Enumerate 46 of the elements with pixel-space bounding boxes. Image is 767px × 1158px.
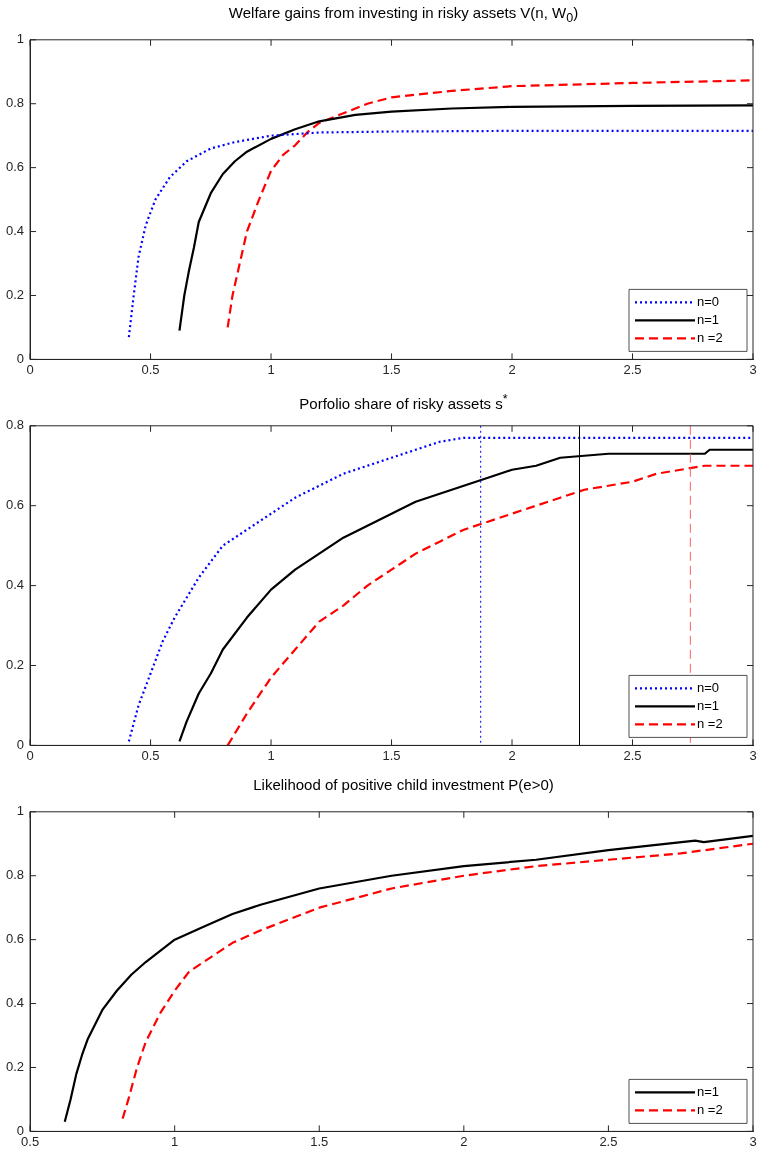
y-tick-label: 0: [16, 1122, 25, 1138]
y-tick-label: 0.6: [5, 931, 25, 947]
y-tick-label: 0.8: [5, 417, 25, 433]
legend-label: n=1: [697, 1083, 720, 1099]
x-tick-label: 2.5: [623, 361, 642, 377]
x-tick-label: 2: [508, 747, 516, 763]
x-tick-label: 0.5: [141, 747, 160, 763]
legend-label: n=0: [697, 679, 720, 695]
x-tick-label: 1.5: [310, 1133, 329, 1149]
legend-label: n =2: [697, 329, 723, 345]
x-tick-label: 2: [508, 361, 516, 377]
legend-label: n=1: [697, 311, 720, 327]
x-tick-label: 1.5: [382, 361, 401, 377]
y-tick-label: 0.4: [5, 577, 25, 593]
x-tick-label: 2.5: [623, 747, 642, 763]
chart-title: Likelihood of positive child investment P(e>0): [252, 775, 555, 795]
x-tick-label: 2.5: [599, 1133, 618, 1149]
y-tick-label: 0: [16, 350, 25, 366]
legend-label: n=1: [697, 697, 720, 713]
y-tick-label: 1: [16, 803, 25, 819]
y-tick-label: 0.6: [5, 497, 25, 513]
chart-title: Porfolio share of risky assets s$^{*}$: [298, 391, 509, 412]
x-tick-label: 3: [749, 747, 757, 763]
chart-title: Welfare gains from investing in risky assets V(n, W$_{0}$): [227, 3, 580, 26]
x-tick-label: 1: [267, 747, 275, 763]
y-tick-label: 0.8: [5, 95, 25, 111]
y-tick-label: 0.4: [5, 223, 25, 239]
x-tick-label: 3: [749, 1133, 757, 1149]
y-tick-label: 0.2: [5, 287, 25, 303]
y-tick-label: 0: [16, 736, 25, 752]
y-tick-label: 0.4: [5, 995, 25, 1011]
legend-label: n=0: [697, 293, 720, 309]
y-tick-label: 0.2: [5, 657, 25, 673]
legend-label: n =2: [697, 715, 723, 731]
y-tick-label: 0.2: [5, 1059, 25, 1075]
line-series: [226, 79, 753, 329]
legend-label: n =2: [697, 1101, 723, 1117]
y-tick-label: 1: [16, 31, 25, 47]
y-tick-label: 0.8: [5, 867, 25, 883]
x-tick-label: 2: [460, 1133, 468, 1149]
x-tick-label: 1.5: [382, 747, 401, 763]
x-tick-label: 3: [749, 361, 757, 377]
x-tick-label: 1: [171, 1133, 179, 1149]
y-tick-label: 0.6: [5, 159, 25, 175]
x-tick-label: 1: [267, 361, 275, 377]
x-tick-label: 0.5: [141, 361, 160, 377]
